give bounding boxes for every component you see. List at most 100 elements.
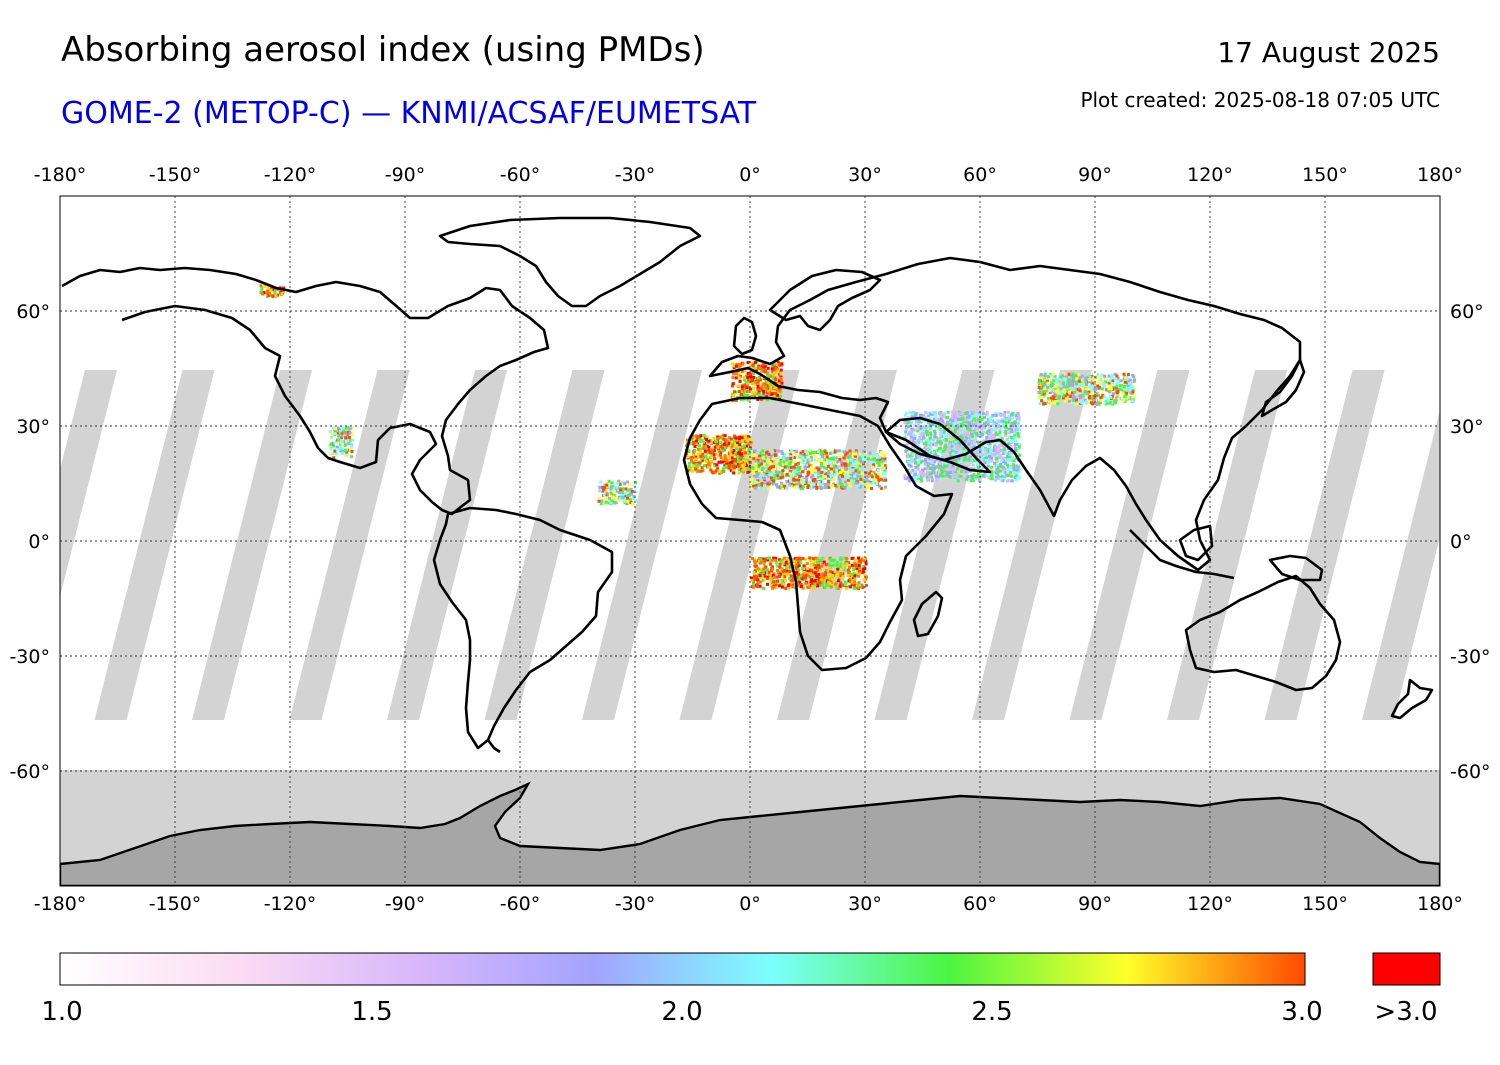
aerosol-pixel xyxy=(819,578,823,582)
aerosol-pixel xyxy=(785,569,789,573)
aerosol-pixel xyxy=(814,556,818,560)
aerosol-pixel xyxy=(835,471,839,475)
aerosol-pixel xyxy=(1117,387,1121,391)
aerosol-pixel xyxy=(833,473,837,477)
aerosol-pixel xyxy=(350,450,354,453)
aerosol-pixel xyxy=(922,415,926,419)
aerosol-pixel xyxy=(764,386,768,390)
aerosol-pixel xyxy=(942,474,945,478)
aerosol-pixel xyxy=(350,433,354,437)
aerosol-pixel xyxy=(697,461,700,465)
aerosol-pixel xyxy=(856,584,860,587)
aerosol-pixel xyxy=(777,363,781,367)
aerosol-pixel xyxy=(982,439,986,443)
aerosol-pixel xyxy=(989,436,993,440)
aerosol-pixel xyxy=(1115,398,1118,402)
aerosol-pixel xyxy=(1119,379,1123,383)
aerosol-pixel xyxy=(936,454,940,458)
aerosol-pixel xyxy=(756,376,760,380)
aerosol-pixel xyxy=(766,382,770,386)
aerosol-pixel xyxy=(749,469,753,472)
aerosol-pixel xyxy=(761,462,764,466)
aerosol-pixel xyxy=(861,586,865,589)
aerosol-pixel xyxy=(996,471,1000,475)
aerosol-pixel xyxy=(815,466,819,470)
aerosol-pixel xyxy=(840,482,844,486)
aerosol-pixel xyxy=(992,449,996,453)
aerosol-pixel xyxy=(806,459,810,463)
aerosol-pixel xyxy=(1088,380,1092,384)
aerosol-pixel xyxy=(1078,385,1082,389)
aerosol-pixel xyxy=(990,471,994,475)
aerosol-pixel xyxy=(921,429,925,433)
aerosol-pixel xyxy=(834,455,838,459)
aerosol-pixel xyxy=(772,465,775,468)
aerosol-pixel xyxy=(752,571,756,575)
aerosol-pixel xyxy=(775,367,779,371)
aerosol-pixel xyxy=(692,440,695,444)
aerosol-pixel xyxy=(616,499,620,503)
aerosol-pixel xyxy=(800,477,804,481)
aerosol-pixel xyxy=(999,448,1003,452)
aerosol-pixel xyxy=(263,284,267,288)
aerosol-pixel xyxy=(791,480,795,484)
aerosol-pixel xyxy=(799,561,803,565)
aerosol-pixel xyxy=(967,424,971,428)
aerosol-pixel xyxy=(1055,400,1059,404)
aerosol-pixel xyxy=(789,472,793,476)
aerosol-pixel xyxy=(987,445,991,449)
aerosol-pixel xyxy=(1111,394,1115,398)
aerosol-pixel xyxy=(933,413,937,417)
aerosol-pixel xyxy=(946,455,950,459)
aerosol-pixel xyxy=(977,413,981,417)
aerosol-pixel xyxy=(817,459,821,463)
aerosol-pixel xyxy=(1131,399,1135,403)
aerosol-pixel xyxy=(740,445,744,449)
aerosol-pixel xyxy=(903,421,907,425)
aerosol-pixel xyxy=(848,477,852,480)
aerosol-pixel xyxy=(964,470,968,474)
aerosol-pixel xyxy=(1071,391,1074,395)
aerosol-pixel xyxy=(982,422,986,426)
aerosol-pixel xyxy=(1041,383,1045,387)
aerosol-pixel xyxy=(1075,402,1079,406)
aerosol-pixel xyxy=(936,440,940,444)
aerosol-pixel xyxy=(792,559,796,563)
aerosol-pixel xyxy=(750,576,754,580)
aerosol-pixel xyxy=(836,567,840,571)
aerosol-pixel xyxy=(1008,458,1012,462)
aerosol-pixel xyxy=(742,446,746,450)
aerosol-pixel xyxy=(854,564,858,567)
aerosol-pixel xyxy=(916,464,920,468)
aerosol-pixel xyxy=(825,576,829,580)
aerosol-pixel xyxy=(1131,390,1135,394)
lat-label-left: 60° xyxy=(16,301,50,323)
aerosol-pixel xyxy=(713,470,717,474)
aerosol-pixel xyxy=(1052,383,1056,387)
aerosol-pixel xyxy=(834,581,838,585)
aerosol-pixel xyxy=(929,412,933,416)
aerosol-pixel xyxy=(876,475,880,479)
aerosol-pixel xyxy=(1011,423,1015,427)
aerosol-pixel xyxy=(1129,380,1133,384)
aerosol-pixel xyxy=(853,457,857,461)
aerosol-pixel xyxy=(810,465,813,469)
aerosol-pixel xyxy=(1127,382,1131,385)
aerosol-pixel xyxy=(824,451,828,455)
aerosol-pixel xyxy=(752,471,756,475)
aerosol-pixel xyxy=(798,474,802,478)
aerosol-pixel xyxy=(627,494,631,498)
aerosol-pixel xyxy=(911,413,915,417)
aerosol-pixel xyxy=(732,466,736,470)
aerosol-pixel xyxy=(730,445,734,449)
aerosol-pixel xyxy=(928,446,932,450)
map-title: Absorbing aerosol index (using PMDs) xyxy=(61,30,705,70)
aerosol-pixel xyxy=(1095,391,1099,395)
aerosol-pixel xyxy=(984,421,988,424)
aerosol-pixel xyxy=(971,427,975,430)
aerosol-pixel xyxy=(833,570,837,574)
aerosol-pixel xyxy=(929,451,933,455)
aerosol-pixel xyxy=(839,460,843,464)
aerosol-pixel xyxy=(732,449,736,452)
aerosol-pixel xyxy=(780,481,783,485)
